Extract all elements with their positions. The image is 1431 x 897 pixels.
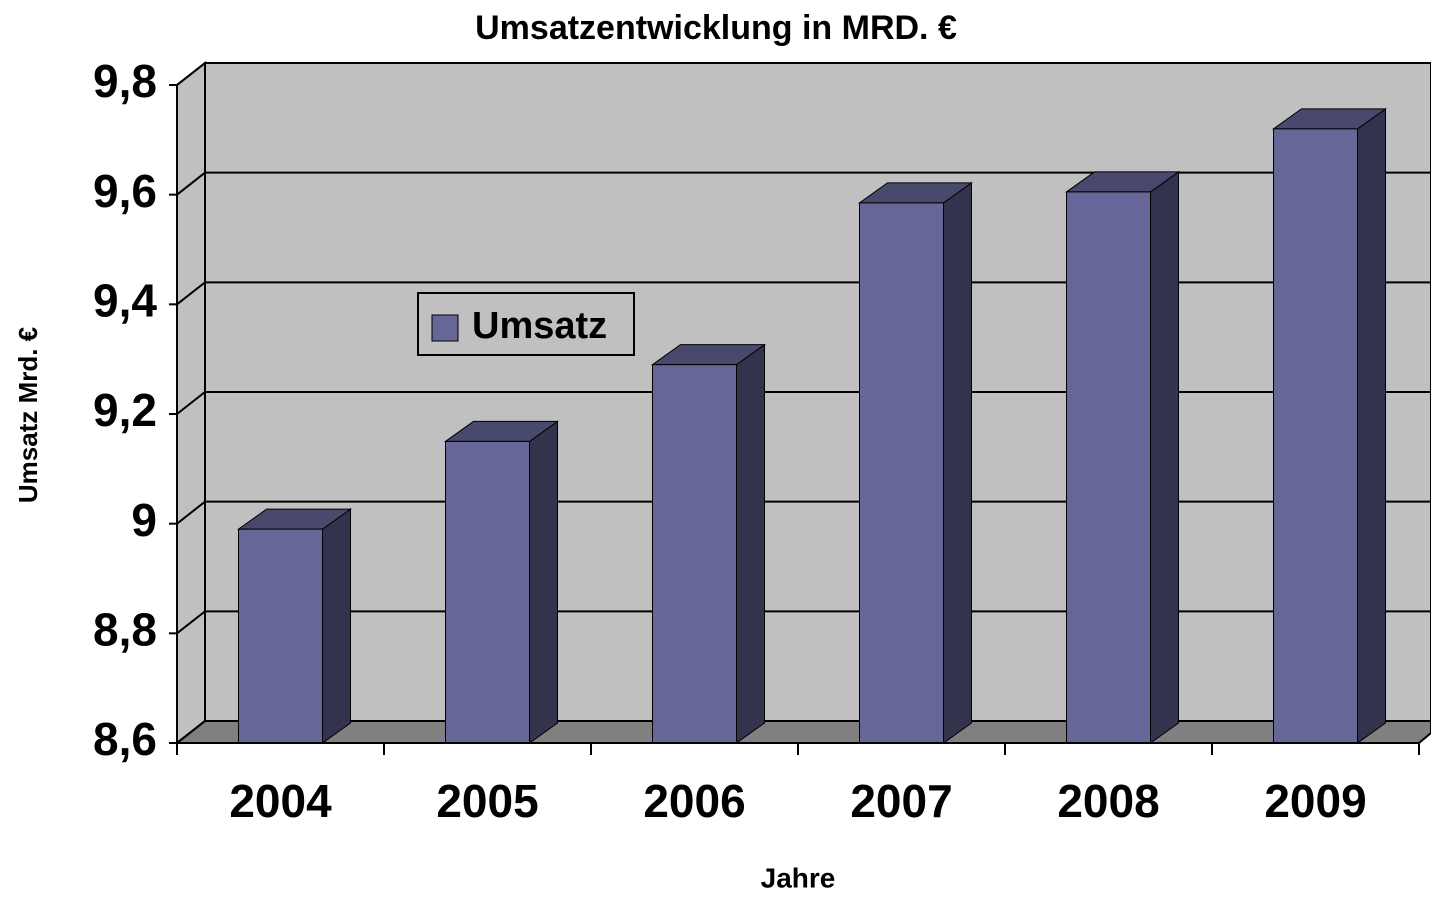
grid <box>169 62 1431 755</box>
chart-title: Umsatzentwicklung in MRD. € <box>475 9 957 47</box>
y-tick-label: 8,6 <box>93 713 157 765</box>
y-tick-label: 9,2 <box>93 384 157 436</box>
y-tick-label: 8,8 <box>93 603 157 655</box>
bar <box>652 364 737 744</box>
bar-side <box>1150 170 1179 744</box>
bar-side <box>736 343 765 744</box>
bar <box>445 440 530 744</box>
bar <box>238 528 323 744</box>
grid-line <box>176 610 1431 635</box>
grid-line <box>176 391 1431 415</box>
y-tick-label: 9,8 <box>93 55 157 107</box>
bar-side <box>943 181 972 744</box>
y-tick-label: 9,4 <box>93 274 157 326</box>
y-axis-title: Umsatz Mrd. € <box>13 327 43 503</box>
grid-line <box>176 171 1431 196</box>
legend-label: Umsatz <box>472 305 607 347</box>
y-tick-label: 9 <box>131 494 157 546</box>
x-tick-label: 2007 <box>850 775 952 827</box>
grid-line <box>176 281 1431 306</box>
legend-swatch <box>431 314 459 342</box>
x-tick-label: 2005 <box>436 775 538 827</box>
bar-side <box>529 420 558 744</box>
grid-line <box>176 720 1431 744</box>
bar-side <box>1357 107 1386 744</box>
x-tick-label: 2006 <box>643 775 745 827</box>
x-axis-title: Jahre <box>761 862 836 893</box>
bar-side <box>322 508 351 744</box>
grid-line <box>176 62 1431 86</box>
x-tick-label: 2008 <box>1057 775 1159 827</box>
x-tick-label: 2009 <box>1264 775 1366 827</box>
y-tick-label: 9,6 <box>93 165 157 217</box>
bars <box>236 107 1388 744</box>
floor <box>174 720 1431 744</box>
bar <box>1273 128 1358 744</box>
bar <box>859 202 944 744</box>
x-tick-label: 2004 <box>229 775 332 827</box>
grid-line <box>176 500 1431 525</box>
bar <box>1066 191 1151 744</box>
